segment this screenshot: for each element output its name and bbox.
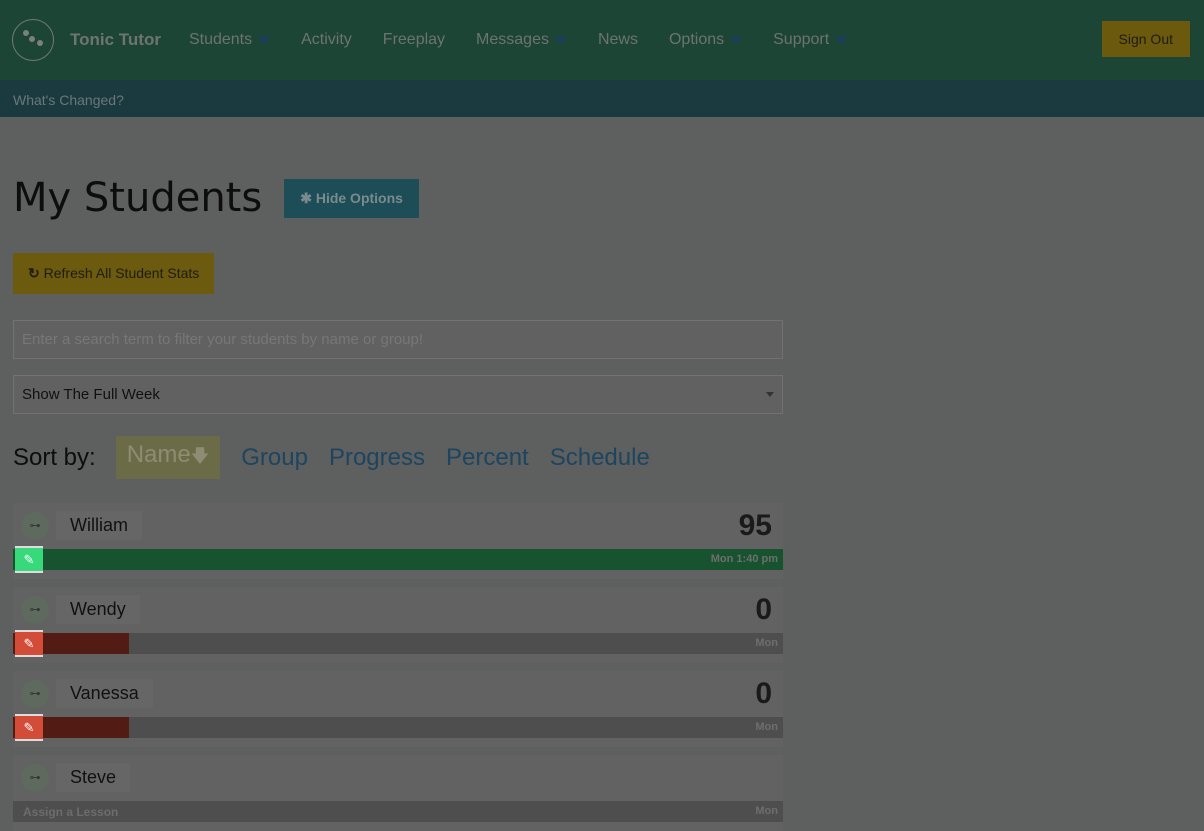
refresh-icon: ↻ — [28, 265, 44, 281]
sort-option-label: Percent — [446, 443, 529, 471]
pencil-icon[interactable]: ✎ — [15, 630, 43, 657]
sort-label: Sort by: — [13, 443, 96, 471]
top-nav: Tonic Tutor Students Activity Freeplay Mess… — [0, 0, 1204, 80]
progress-bar: Mon — [13, 633, 783, 654]
progress-bar: Mon — [13, 717, 783, 738]
gear-icon: ✱ — [300, 189, 316, 206]
student-card[interactable]: ⊶ Steve Assign a Lesson Mon — [13, 755, 783, 831]
last-activity: Mon 1:40 pm — [710, 553, 778, 565]
week-select-value: Show The Full Week — [22, 386, 160, 403]
sort-schedule[interactable]: Schedule — [550, 444, 650, 472]
refresh-label: Refresh All Student Stats — [43, 265, 200, 281]
sort-progress[interactable]: Progress — [329, 444, 425, 472]
student-card[interactable]: ⊶ William 95 Mon 1:40 pm ✎ — [13, 503, 783, 579]
nav-item-activity[interactable]: Activity — [301, 31, 352, 49]
sort-option-label: Progress — [328, 443, 425, 471]
student-name[interactable]: William — [56, 511, 142, 540]
student-score: 95 — [738, 509, 772, 542]
caret-down-icon — [730, 37, 743, 43]
hide-options-button[interactable]: ✱ Hide Options — [284, 178, 419, 218]
student-card[interactable]: ⊶ Vanessa 0 Mon ✎ — [13, 671, 783, 747]
refresh-stats-button[interactable]: ↻ Refresh All Student Stats — [13, 253, 215, 294]
assign-lesson-link[interactable]: Assign a Lesson — [23, 805, 119, 819]
progress-bar: Mon 1:40 pm — [13, 549, 783, 570]
nav-label: Activity — [301, 31, 352, 48]
key-icon[interactable]: ⊶ — [21, 596, 49, 624]
subbar: What's Changed? — [0, 80, 1204, 117]
arrow-down-icon: 🡇 — [190, 446, 210, 466]
nav-label: Students — [188, 31, 253, 48]
student-name[interactable]: Vanessa — [56, 679, 153, 708]
nav-item-options[interactable]: Options — [668, 31, 743, 49]
nav-item-students[interactable]: Students — [188, 31, 271, 49]
pencil-icon[interactable]: ✎ — [15, 714, 43, 741]
student-score: 0 — [755, 677, 772, 710]
sort-option-label: Schedule — [549, 443, 650, 471]
brand-link[interactable]: Tonic Tutor — [70, 30, 161, 49]
nav-label: Messages — [476, 31, 549, 48]
nav-label: Freeplay — [382, 31, 446, 48]
whats-changed-link[interactable]: What's Changed? — [13, 92, 124, 108]
student-score: 0 — [755, 593, 772, 626]
nav-item-messages[interactable]: Messages — [476, 31, 567, 49]
week-select[interactable]: Show The Full Week — [13, 375, 783, 414]
key-icon[interactable]: ⊶ — [21, 680, 49, 708]
last-activity: Mon — [755, 721, 778, 733]
nav-label: Options — [668, 31, 725, 48]
student-name[interactable]: Steve — [56, 763, 131, 792]
last-activity: Mon — [755, 637, 778, 649]
sort-percent[interactable]: Percent — [446, 444, 529, 472]
key-icon[interactable]: ⊶ — [21, 764, 49, 792]
caret-down-icon — [258, 37, 271, 43]
student-card[interactable]: ⊶ Wendy 0 Mon ✎ — [13, 587, 783, 663]
nav-label: News — [597, 31, 638, 48]
nav-item-freeplay[interactable]: Freeplay — [383, 31, 445, 49]
sort-name[interactable]: Name🡇 — [115, 436, 221, 479]
caret-down-icon — [835, 37, 848, 43]
last-activity: Mon — [755, 805, 778, 817]
sort-group[interactable]: Group — [241, 444, 308, 472]
student-name[interactable]: Wendy — [56, 595, 140, 624]
caret-down-icon — [554, 37, 567, 43]
progress-fill — [13, 549, 783, 570]
nav-item-news[interactable]: News — [598, 31, 638, 49]
sort-option-label: Name — [126, 441, 191, 468]
logo-icon[interactable] — [12, 19, 54, 61]
nav-label: Support — [773, 31, 830, 48]
sign-out-button[interactable]: Sign Out — [1101, 21, 1190, 57]
sort-bar: Sort by: Name🡇 Group Progress Percent Schedu… — [13, 436, 1191, 479]
hide-options-label: Hide Options — [315, 189, 403, 206]
sort-option-label: Group — [241, 443, 308, 471]
key-icon[interactable]: ⊶ — [21, 512, 49, 540]
search-input[interactable]: Enter a search term to filter your stude… — [13, 320, 783, 359]
progress-bar: Assign a Lesson Mon — [13, 801, 783, 822]
pencil-icon[interactable]: ✎ — [15, 546, 43, 573]
chevron-down-icon — [766, 392, 774, 397]
page-title: My Students — [13, 175, 263, 221]
nav-item-support[interactable]: Support — [773, 31, 848, 49]
